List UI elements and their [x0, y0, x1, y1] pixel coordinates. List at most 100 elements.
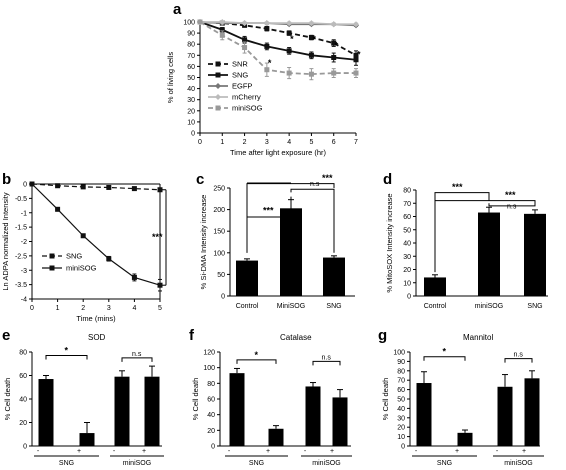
data-point-a-miniSOG: [264, 67, 270, 73]
data-point-b-miniSOG: [131, 274, 137, 280]
series-line-a-mCherry: [200, 21, 356, 26]
group-label-f: SNG: [249, 460, 264, 467]
significance-label-b: ***: [152, 232, 163, 242]
legend-label-b: SNG: [66, 252, 82, 261]
x-category-label-f: +: [266, 448, 270, 455]
y-tick-label-c: 250: [213, 186, 225, 193]
data-point-a-miniSOG: [242, 45, 248, 51]
legend-marker-a: [215, 94, 221, 100]
significance-label-d: n.s: [507, 204, 517, 211]
bracket-e: [45, 355, 88, 360]
significance-label-c: ***: [263, 205, 274, 215]
data-point-a-SNG: [308, 52, 314, 58]
x-tick-label-a: 4: [287, 139, 291, 146]
data-point-a-SNR: [308, 35, 314, 41]
x-category-label-g: +: [455, 448, 459, 455]
x-tick-label-a: 1: [220, 139, 224, 146]
y-tick-label-a: 50: [187, 75, 195, 82]
x-tick-label-a: 2: [243, 139, 247, 146]
x-category-label-e: -: [37, 448, 40, 455]
significance-label-g: n.s: [514, 352, 524, 359]
y-tick-label-a: 20: [187, 108, 195, 115]
y-tick-label-a: 90: [187, 31, 195, 38]
y-tick-label-b: -1.5: [15, 225, 27, 232]
significance-label-f: *: [255, 350, 259, 360]
x-tick-label-a: 0: [198, 139, 202, 146]
x-category-label-g: +: [522, 448, 526, 455]
y-tick-label-e: 20: [19, 420, 27, 427]
bar-f: [268, 428, 284, 446]
x-tick-label-a: 6: [332, 139, 336, 146]
y-tick-label-f: 80: [207, 381, 215, 388]
data-point-b-SNG: [106, 184, 112, 190]
y-tick-label-f: 40: [207, 412, 215, 419]
legend-marker-b: [49, 265, 55, 271]
bar-g: [524, 378, 540, 446]
y-tick-label-d: 60: [403, 214, 411, 221]
bracket-f: [236, 359, 277, 364]
legend-label-a: SNG: [232, 71, 248, 80]
bar-f: [229, 373, 245, 446]
y-tick-label-a: 40: [187, 86, 195, 93]
y-tick-label-a: 30: [187, 97, 195, 104]
y-tick-label-f: 60: [207, 397, 215, 404]
significance-label-g: *: [443, 347, 447, 357]
panel-letter-e: e: [2, 327, 10, 344]
significance-star-a: *: [335, 40, 339, 50]
x-category-label-d: Control: [424, 303, 447, 310]
y-tick-label-f: 0: [211, 444, 215, 451]
bar-f: [332, 397, 348, 446]
bar-e: [38, 379, 54, 446]
x-tick-label-a: 5: [309, 139, 313, 146]
bracket-d: [488, 203, 536, 207]
bar-f: [305, 386, 321, 446]
data-point-a-SNG: [331, 55, 337, 61]
x-tick-label-b: 5: [158, 305, 162, 312]
y-tick-label-g: 70: [397, 378, 405, 385]
data-point-a-mCherry: [263, 20, 270, 27]
data-point-a-SNG: [219, 27, 225, 33]
data-point-a-SNG: [353, 57, 359, 63]
data-point-a-SNR: [331, 40, 337, 46]
bracket-g: [423, 356, 466, 361]
y-tick-label-a: 0: [191, 131, 195, 138]
data-point-a-SNG: [264, 43, 270, 49]
y-tick-label-g: 90: [397, 359, 405, 366]
y-axis-label-b: Ln ADPA normalized Intensity: [1, 192, 10, 290]
y-tick-label-c: 150: [213, 229, 225, 236]
data-point-b-SNG: [157, 187, 163, 193]
data-point-a-SNR: [286, 30, 292, 36]
y-tick-label-b: -2: [21, 239, 27, 246]
legend-marker-a: [215, 61, 221, 67]
y-tick-label-c: 50: [217, 272, 225, 279]
y-tick-label-g: 80: [397, 368, 405, 375]
y-axis-label-f: % Cell death: [191, 378, 200, 421]
legend-marker-b: [49, 253, 55, 259]
data-point-a-SNG: [286, 48, 292, 54]
bar-e: [79, 433, 95, 446]
x-category-label-f: -: [228, 448, 231, 455]
y-tick-label-g: 30: [397, 415, 405, 422]
panel-title-g: Mannitol: [463, 333, 493, 342]
bar-g: [457, 432, 473, 446]
bar-d: [478, 212, 500, 296]
bar-c: [280, 208, 302, 296]
y-axis-label-c: % Si-DMA Intensity increase: [199, 195, 208, 290]
x-tick-label-b: 0: [30, 305, 34, 312]
legend-marker-a: [215, 83, 221, 89]
data-point-a-mCherry: [308, 20, 315, 27]
data-point-b-miniSOG: [157, 282, 163, 288]
bar-e: [114, 376, 130, 446]
y-tick-label-a: 10: [187, 119, 195, 126]
data-point-b-miniSOG: [80, 233, 86, 239]
y-tick-label-g: 20: [397, 425, 405, 432]
y-tick-label-f: 120: [203, 350, 215, 357]
y-tick-label-b: -3: [21, 268, 27, 275]
legend-label-a: EGFP: [232, 82, 252, 91]
x-axis-label-a: Time after light exposure (hr): [230, 148, 327, 157]
y-tick-label-e: 80: [19, 350, 27, 357]
data-point-b-miniSOG: [29, 181, 35, 187]
y-tick-label-g: 0: [401, 444, 405, 451]
bar-c: [323, 257, 345, 296]
